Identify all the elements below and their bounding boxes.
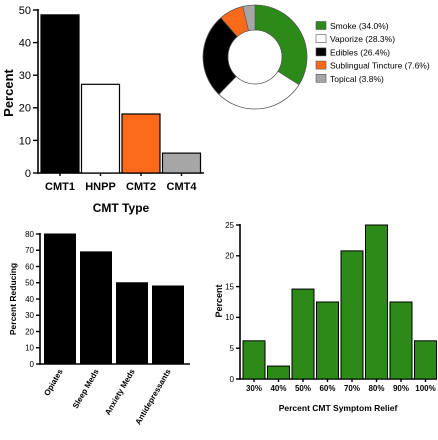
x-category-label: 90% xyxy=(393,384,409,393)
legend-label: Sublingual Tincture (7.6%) xyxy=(330,61,430,71)
y-tick-label: 30 xyxy=(19,70,31,82)
y-tick-label: 10 xyxy=(19,135,31,147)
y-tick-label: 80 xyxy=(25,230,34,239)
donut-inner-ring xyxy=(227,29,283,85)
medication-reduction-bar-chart: 0 10 20 30 40 50 60 70 80 Opiates Sleep Meds Anxiet… xyxy=(8,230,190,426)
symptom-relief-bar-chart: 0 5 10 15 20 25 30% 40% 50% 60% 70% 80% 90% 100% Perce… xyxy=(214,221,437,413)
legend-label: Edibles (26.4%) xyxy=(330,47,390,57)
legend-label: Smoke (34.0%) xyxy=(330,21,389,31)
legend-label: Vaporize (28.3%) xyxy=(330,34,395,44)
donut-slice xyxy=(254,4,308,86)
bar-60- xyxy=(316,301,339,380)
x-category-label: Opiates xyxy=(42,367,65,397)
y-tick-label: 70 xyxy=(25,246,34,255)
y-axis-title: Percent Reducing xyxy=(8,263,18,335)
x-category-label: Sleep Meds xyxy=(71,367,101,410)
consumption-method-donut-chart: Smoke (34.0%) Vaporize (28.3%) Edibles (26… xyxy=(202,4,430,110)
y-tick-label: 0 xyxy=(30,360,35,369)
legend-swatch xyxy=(315,47,327,57)
x-category-label: CMT1 xyxy=(45,181,75,193)
bar-cmt1 xyxy=(40,14,80,174)
legend-label: Topical (3.8%) xyxy=(330,74,384,84)
bar-100- xyxy=(414,340,437,380)
bar-50- xyxy=(291,288,315,380)
y-tick-label: 50 xyxy=(19,5,31,17)
y-tick-label: 0 xyxy=(230,375,235,384)
y-tick-label: 40 xyxy=(25,295,34,304)
x-category-label: 60% xyxy=(319,384,335,393)
y-axis-title: Percent xyxy=(1,68,16,116)
y-tick-label: 20 xyxy=(225,252,234,261)
legend-swatch xyxy=(315,34,327,44)
y-tick-label: 30 xyxy=(25,311,34,320)
x-category-label: HNPP xyxy=(85,181,116,193)
x-category-label: 70% xyxy=(344,384,360,393)
x-category-label: CMT2 xyxy=(126,181,156,193)
legend-swatch xyxy=(315,21,327,30)
x-category-label: Anxiety Meds xyxy=(103,367,137,417)
bar-hnpp xyxy=(80,83,121,174)
x-axis-title: CMT Type xyxy=(93,201,150,215)
bar-antidepressants xyxy=(152,285,184,365)
bar-opiates xyxy=(44,233,76,365)
legend-swatch xyxy=(315,60,327,70)
x-category-label: 80% xyxy=(368,384,384,393)
bar-30- xyxy=(242,340,266,380)
bar-cmt2 xyxy=(121,113,161,174)
y-tick-label: 10 xyxy=(225,313,234,322)
y-tick-label: 60 xyxy=(25,262,34,271)
y-tick-label: 20 xyxy=(25,327,34,336)
y-tick-label: 50 xyxy=(25,279,34,288)
cmt-type-bar-chart: 0 10 20 30 40 50 CMT1 HNPP CMT2 CMT4 CMT Type Perce… xyxy=(1,5,204,215)
y-tick-label: 20 xyxy=(19,103,31,115)
y-axis-title: Percent xyxy=(214,284,224,317)
x-category-label: 40% xyxy=(270,384,286,393)
donut-outer-ring xyxy=(202,4,308,110)
bar-70- xyxy=(340,250,364,380)
y-tick-label: 40 xyxy=(19,37,31,49)
bar-90- xyxy=(389,301,413,380)
x-category-label: 100% xyxy=(415,384,435,393)
y-tick-label: 10 xyxy=(25,344,34,353)
y-tick-label: 0 xyxy=(25,168,31,180)
bar-anxiety-meds xyxy=(116,282,148,365)
x-category-label: 50% xyxy=(295,384,311,393)
y-tick-label: 15 xyxy=(225,282,234,291)
x-category-label: Antidepressants xyxy=(134,367,173,426)
x-category-label: 30% xyxy=(246,384,262,393)
y-tick-label: 5 xyxy=(230,344,235,353)
bar-sleep-meds xyxy=(80,251,112,365)
x-category-label: CMT4 xyxy=(167,181,198,193)
x-axis-title: Percent CMT Symptom Relief xyxy=(279,403,398,413)
bar-40- xyxy=(267,365,290,380)
y-tick-label: 25 xyxy=(225,221,234,230)
bar-cmt4 xyxy=(161,152,202,174)
bar-80- xyxy=(365,224,388,380)
legend-swatch xyxy=(315,74,327,83)
